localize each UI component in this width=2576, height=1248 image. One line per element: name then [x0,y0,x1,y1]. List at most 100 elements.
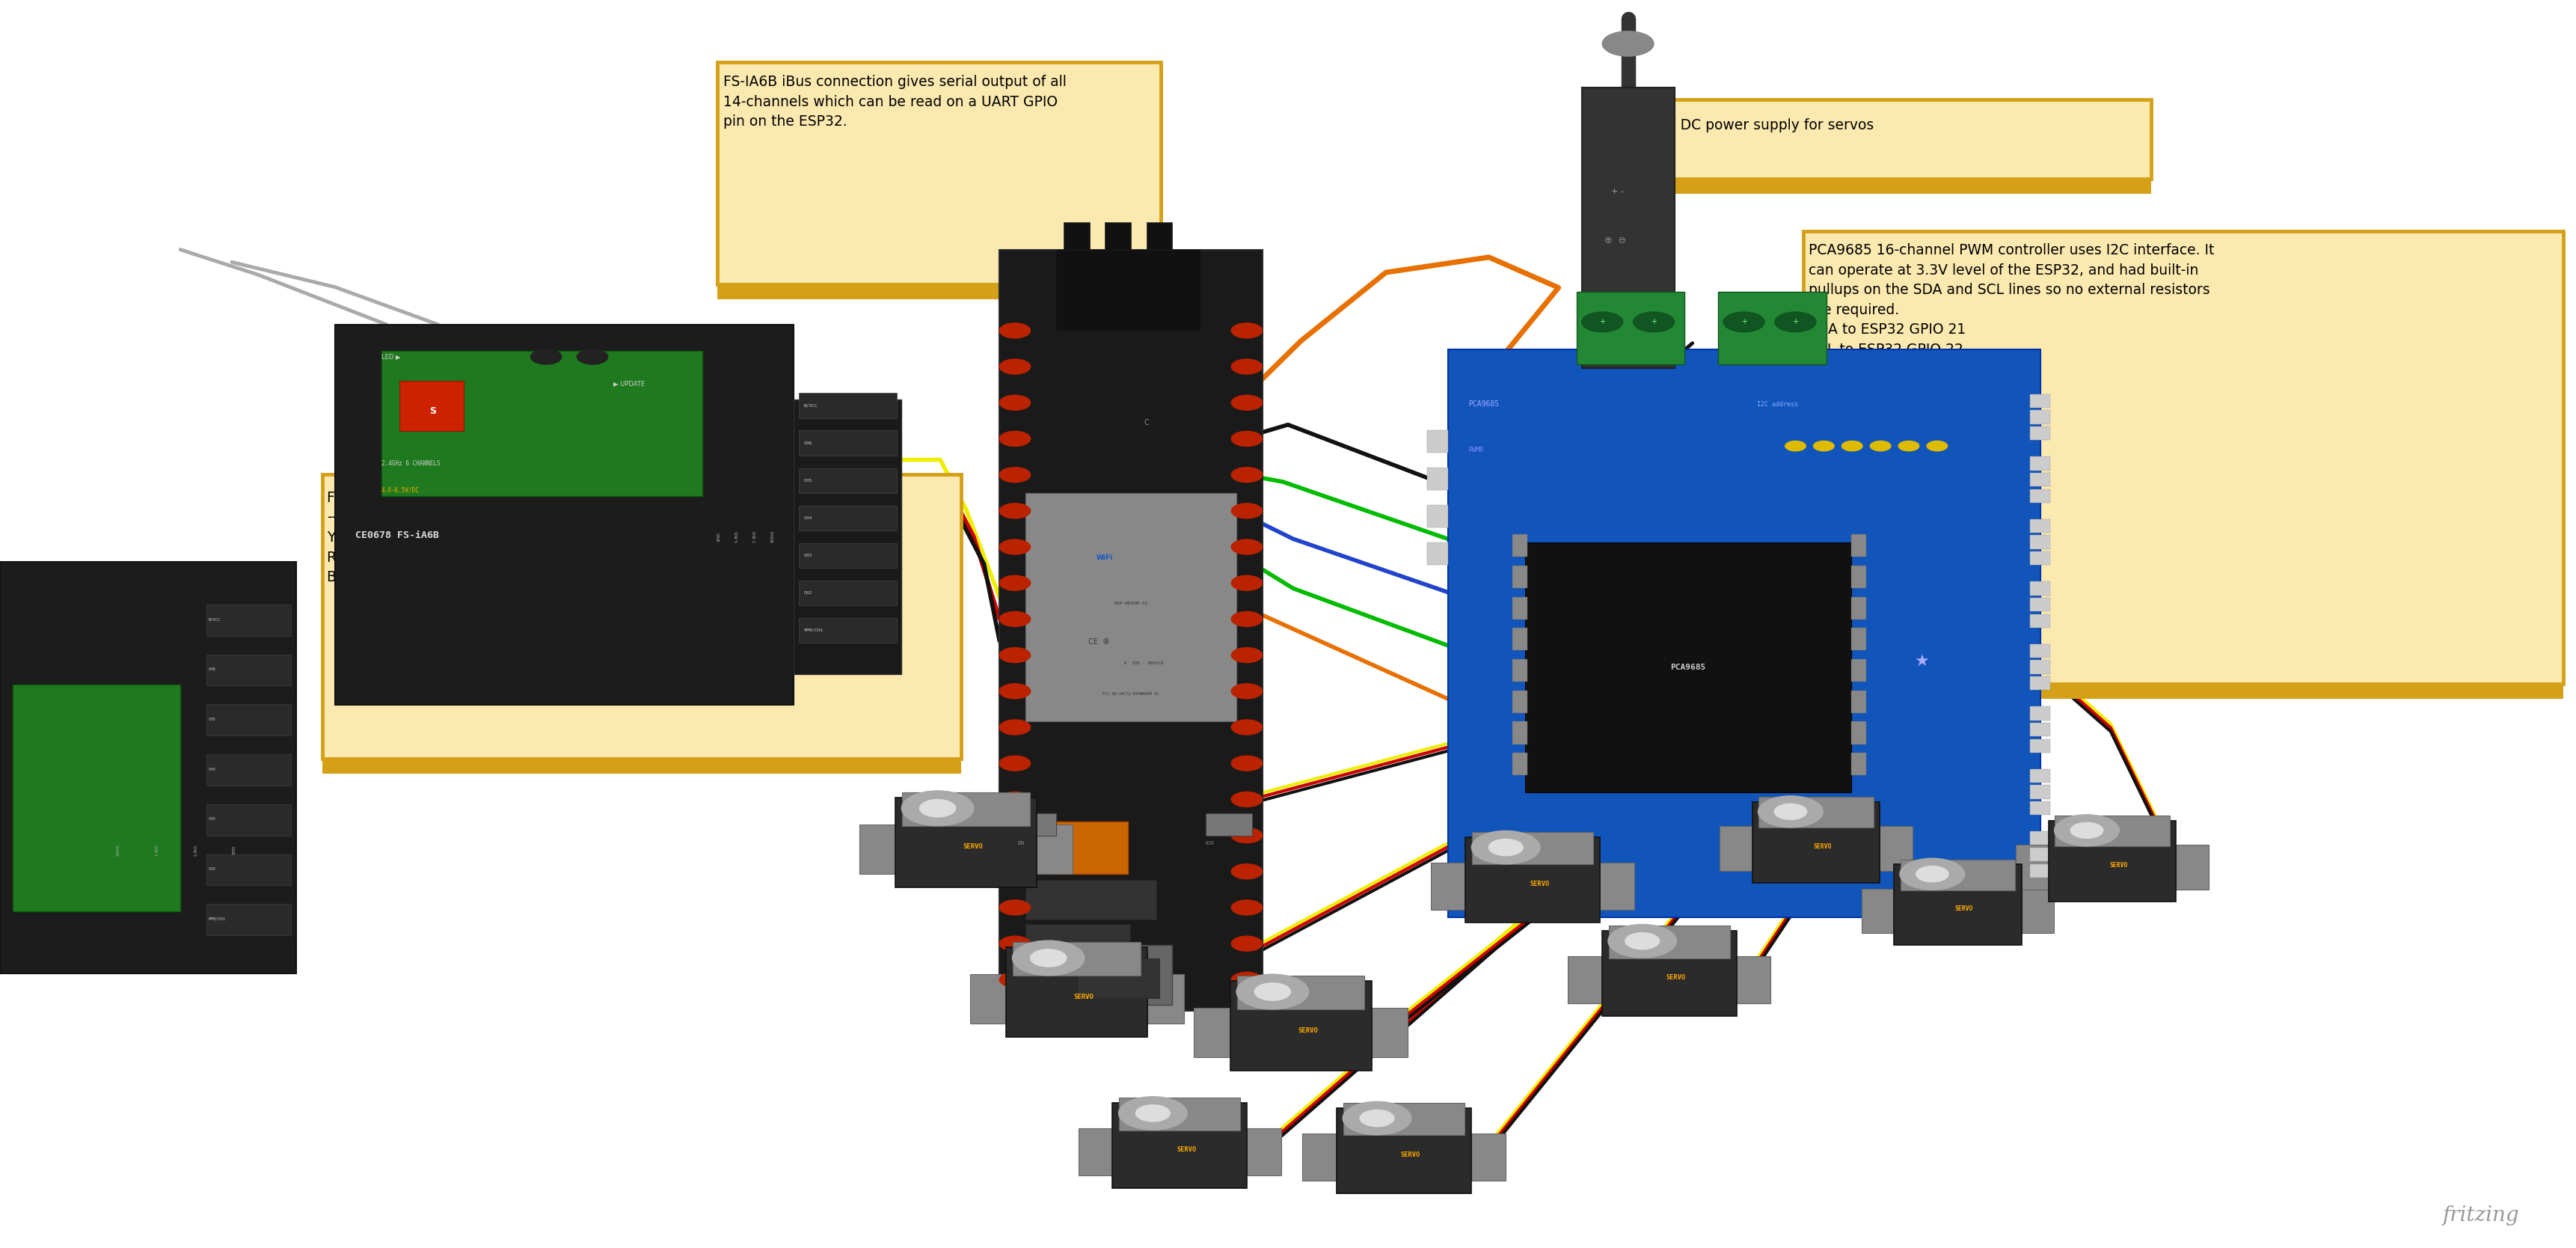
FancyBboxPatch shape [896,797,1036,887]
Text: ESP-WROOM-32: ESP-WROOM-32 [1113,602,1149,605]
FancyBboxPatch shape [2022,889,2053,934]
Circle shape [999,720,1030,735]
Text: fritzing: fritzing [2442,1206,2519,1226]
FancyBboxPatch shape [1236,976,1365,1010]
FancyBboxPatch shape [1852,534,1868,557]
FancyBboxPatch shape [2030,739,2050,753]
Text: CH4: CH4 [209,768,216,771]
FancyBboxPatch shape [1466,837,1600,922]
Circle shape [999,432,1030,447]
Text: +: + [1600,318,1605,326]
FancyBboxPatch shape [1512,628,1528,650]
Text: +: + [1651,318,1656,326]
Circle shape [999,648,1030,663]
Circle shape [1785,441,1806,451]
FancyBboxPatch shape [1852,597,1868,619]
FancyBboxPatch shape [322,759,961,774]
Circle shape [1236,975,1309,1010]
Text: WiFi: WiFi [1097,554,1113,562]
Circle shape [1870,441,1891,451]
FancyBboxPatch shape [381,351,703,495]
FancyBboxPatch shape [1852,753,1868,775]
FancyBboxPatch shape [858,825,896,874]
FancyBboxPatch shape [2030,864,2050,877]
FancyBboxPatch shape [2030,614,2050,628]
Circle shape [1231,648,1262,663]
Circle shape [1842,441,1862,451]
FancyBboxPatch shape [1880,826,1911,871]
FancyBboxPatch shape [1113,1103,1247,1188]
FancyBboxPatch shape [1118,1098,1242,1131]
FancyBboxPatch shape [1577,292,1685,364]
Text: B/VCC: B/VCC [209,618,222,622]
FancyBboxPatch shape [1342,1103,1466,1136]
FancyBboxPatch shape [2030,535,2050,549]
Text: CH3: CH3 [209,817,216,821]
Circle shape [1582,312,1623,332]
Text: FS-IA6B iBus connection gives serial output of all
14-channels which can be read: FS-IA6B iBus connection gives serial out… [724,75,1066,129]
Circle shape [999,756,1030,771]
FancyBboxPatch shape [206,704,291,735]
FancyBboxPatch shape [1512,690,1528,713]
Text: FS-IA6B iBus connections
---
Yellow - Signal - ESP32 GPIO16 (Serial2 Rx)
Red - V: FS-IA6B iBus connections --- Yellow - Si… [327,490,629,584]
FancyBboxPatch shape [716,285,1159,300]
Circle shape [1602,31,1654,56]
FancyBboxPatch shape [2030,552,2050,565]
FancyBboxPatch shape [1582,87,1674,368]
FancyBboxPatch shape [1569,956,1602,1003]
FancyBboxPatch shape [2030,519,2050,533]
Circle shape [1136,1104,1170,1122]
Circle shape [1342,1102,1412,1134]
Circle shape [1231,864,1262,879]
FancyBboxPatch shape [206,754,291,785]
FancyBboxPatch shape [1752,802,1880,882]
Text: S-BUS: S-BUS [193,844,198,856]
FancyBboxPatch shape [1077,958,1159,998]
FancyBboxPatch shape [1852,721,1868,744]
FancyBboxPatch shape [2030,769,2050,782]
Circle shape [1231,323,1262,338]
Circle shape [1231,720,1262,735]
Circle shape [999,575,1030,590]
FancyBboxPatch shape [1512,565,1528,588]
FancyBboxPatch shape [799,468,896,493]
FancyBboxPatch shape [1056,250,1200,331]
Text: 4.0-6.5V/DC: 4.0-6.5V/DC [381,487,420,493]
FancyBboxPatch shape [2030,394,2050,408]
FancyBboxPatch shape [399,381,464,431]
Circle shape [999,539,1030,554]
FancyBboxPatch shape [206,804,291,835]
Text: I-BUS: I-BUS [155,844,160,856]
Circle shape [999,684,1030,699]
FancyBboxPatch shape [1025,880,1157,920]
Text: PCA9685: PCA9685 [1468,401,1499,408]
Text: CH6: CH6 [209,668,216,671]
Text: B/VCC: B/VCC [804,404,817,407]
Text: ▶ UPDATE: ▶ UPDATE [613,381,644,387]
Circle shape [1231,396,1262,411]
Circle shape [1030,950,1066,967]
FancyBboxPatch shape [799,618,896,643]
FancyBboxPatch shape [1901,860,2014,890]
FancyBboxPatch shape [0,562,296,973]
FancyBboxPatch shape [2030,676,2050,690]
Circle shape [1255,983,1291,1001]
FancyBboxPatch shape [1427,468,1448,490]
FancyBboxPatch shape [1512,721,1528,744]
FancyBboxPatch shape [2017,845,2048,890]
FancyBboxPatch shape [1803,684,2563,699]
FancyBboxPatch shape [1193,1008,1231,1057]
Text: SERVO: SERVO [1074,993,1095,1000]
FancyBboxPatch shape [799,580,896,605]
Text: SERVO: SERVO [2110,862,2128,869]
FancyBboxPatch shape [716,62,1159,285]
Circle shape [1360,1109,1394,1127]
Circle shape [1625,932,1659,950]
Text: PPM/CH1: PPM/CH1 [804,629,824,631]
FancyBboxPatch shape [1512,534,1528,557]
Text: SERVO: SERVO [1530,881,1548,887]
Text: SERVO: SERVO [770,530,775,543]
Circle shape [999,612,1030,626]
Text: SENS: SENS [716,532,721,542]
Text: LED ▶: LED ▶ [381,353,399,361]
